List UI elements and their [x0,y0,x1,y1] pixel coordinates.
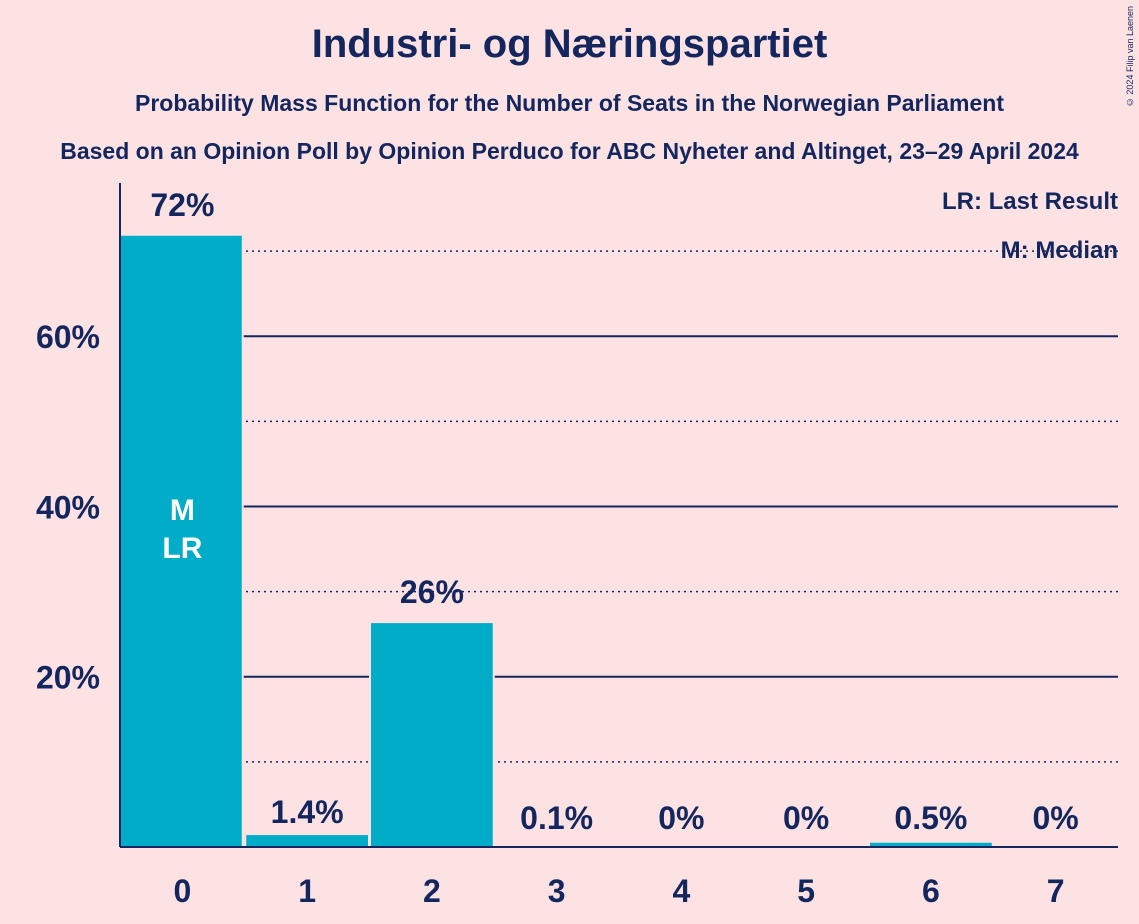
value-label: 0% [783,800,829,836]
value-label: 0.5% [894,800,967,836]
y-tick-label: 40% [36,489,100,525]
x-tick-label: 4 [672,873,690,909]
value-label: 0.1% [520,800,593,836]
value-label: 0% [658,800,704,836]
x-tick-label: 5 [797,873,815,909]
bars [118,234,994,847]
value-label: 0% [1033,800,1079,836]
legend-median: M: Median [1001,237,1118,264]
value-label: 1.4% [271,794,344,830]
median-marker: M [170,494,195,527]
x-tick-label: 1 [298,873,316,909]
x-tick-label: 0 [173,873,191,909]
bar [246,835,368,847]
value-label: 72% [150,187,214,223]
y-tick-label: 20% [36,660,100,696]
x-tick-label: 3 [548,873,566,909]
x-tick-label: 2 [423,873,441,909]
value-labels: 72% 1.4% 26% 0.1% 0% 0% 0.5% 0% M LR [150,187,1078,836]
y-tick-label: 60% [36,319,100,355]
gridlines [120,251,1118,762]
last-result-marker: LR [162,532,202,565]
bar [371,623,493,847]
x-tick-label: 7 [1047,873,1065,909]
legend-last-result: LR: Last Result [942,188,1118,215]
x-tick-label: 6 [922,873,940,909]
value-label: 26% [400,574,464,610]
